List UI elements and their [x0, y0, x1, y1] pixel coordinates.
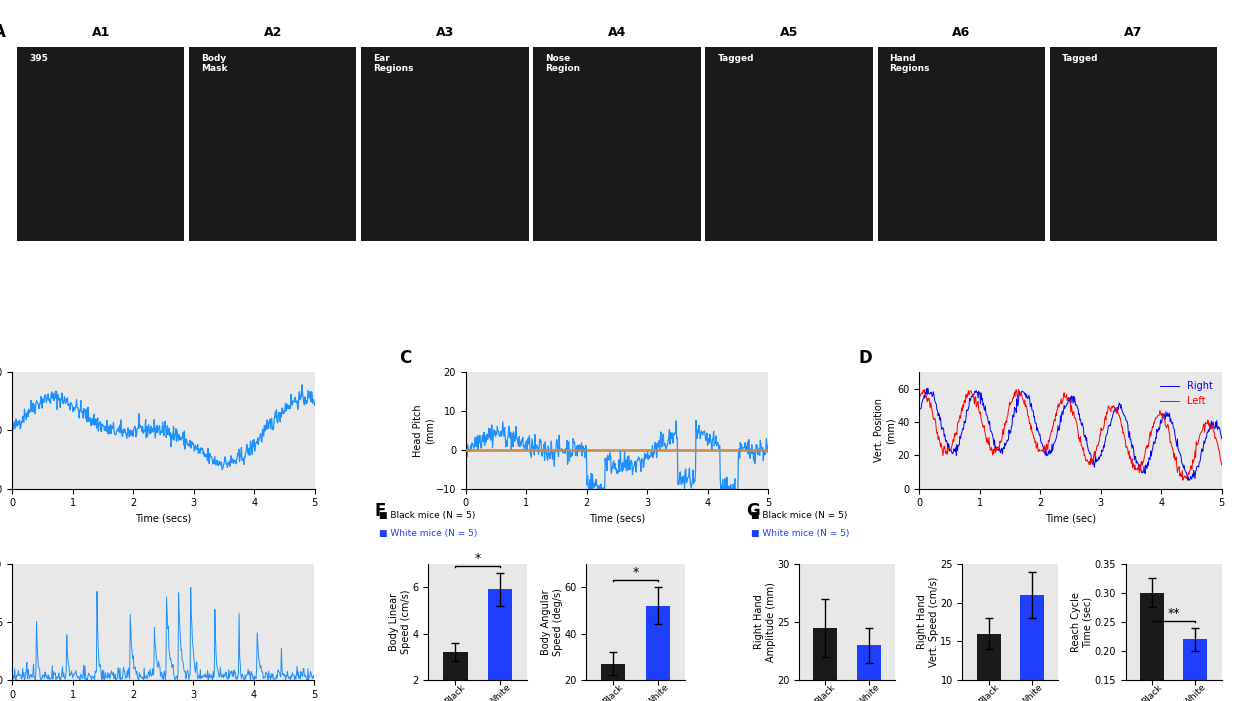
Text: Black: Black [443, 682, 468, 701]
Left [1176, 476, 1191, 484]
Text: 395: 395 [30, 54, 48, 63]
Bar [1050, 48, 1217, 240]
Text: D: D [859, 348, 872, 367]
Text: Black: Black [977, 682, 1001, 701]
Right [1181, 476, 1196, 484]
Text: Tagged: Tagged [717, 54, 754, 63]
Right [1214, 435, 1229, 443]
Y-axis label: Body Linear
Speed (cm/s): Body Linear Speed (cm/s) [390, 590, 411, 654]
Bar [1140, 593, 1164, 701]
Left [1160, 421, 1175, 429]
Text: ■ Black mice (N = 5): ■ Black mice (N = 5) [379, 511, 475, 520]
Right [1208, 418, 1223, 426]
Bar [858, 645, 881, 701]
Left [1012, 385, 1027, 393]
Left [1214, 461, 1229, 469]
Text: A4: A4 [608, 26, 626, 39]
Bar [17, 48, 184, 240]
Y-axis label: Head Pitch
(mm): Head Pitch (mm) [412, 404, 434, 457]
Text: A3: A3 [436, 26, 454, 39]
Text: White: White [645, 682, 670, 701]
Text: **: ** [1167, 606, 1180, 620]
Bar [813, 628, 838, 701]
Text: Nose
Region: Nose Region [545, 54, 581, 74]
Right [1092, 452, 1107, 461]
Text: White: White [856, 682, 881, 701]
Bar [976, 634, 1001, 701]
Right [921, 384, 935, 393]
Text: F: F [374, 502, 385, 520]
Text: Black: Black [1140, 682, 1164, 701]
Text: A7: A7 [1124, 26, 1143, 39]
Text: A: A [0, 23, 6, 41]
Bar [487, 590, 512, 701]
Y-axis label: Right Hand
Vert. Speed (cm/s): Right Hand Vert. Speed (cm/s) [917, 577, 939, 667]
Bar [189, 48, 357, 240]
Text: *: * [633, 566, 639, 579]
Text: A5: A5 [780, 26, 798, 39]
Text: A1: A1 [91, 26, 110, 39]
Right [1056, 406, 1071, 414]
Text: A2: A2 [264, 26, 283, 39]
Text: White: White [1019, 682, 1045, 701]
Right [1160, 409, 1175, 417]
Bar [877, 48, 1045, 240]
Text: ■ Black mice (N = 5): ■ Black mice (N = 5) [752, 511, 848, 520]
Y-axis label: Right Hand
Amplitude (mm): Right Hand Amplitude (mm) [754, 582, 776, 662]
Bar [533, 48, 701, 240]
Bar [706, 48, 872, 240]
Line: Left: Left [919, 389, 1222, 480]
X-axis label: Time (sec): Time (sec) [1045, 514, 1096, 524]
Text: ■ White mice (N = 5): ■ White mice (N = 5) [379, 529, 478, 538]
Y-axis label: Vert. Position
(mm): Vert. Position (mm) [874, 398, 896, 463]
Left [1208, 433, 1223, 442]
Bar [443, 652, 468, 701]
Text: White: White [1183, 682, 1208, 701]
Right [1058, 402, 1072, 411]
Bar [362, 48, 528, 240]
Left [1076, 444, 1091, 452]
Bar [1021, 595, 1044, 701]
Left [1058, 393, 1072, 402]
X-axis label: Time (secs): Time (secs) [589, 514, 645, 524]
Left [1056, 391, 1071, 400]
Text: *: * [475, 552, 481, 565]
Text: Black: Black [813, 682, 838, 701]
Left [1092, 430, 1107, 439]
Text: A6: A6 [951, 26, 970, 39]
Bar [601, 664, 626, 701]
X-axis label: Time (secs): Time (secs) [136, 514, 191, 524]
Text: C: C [400, 348, 412, 367]
Bar [1183, 639, 1208, 701]
Text: Black: Black [601, 682, 624, 701]
Text: Hand
Regions: Hand Regions [890, 54, 930, 74]
Legend: Right, Left: Right, Left [1156, 377, 1217, 410]
Text: Ear
Regions: Ear Regions [374, 54, 413, 74]
Text: White: White [487, 682, 512, 701]
Y-axis label: Reach Cycle
Time (sec): Reach Cycle Time (sec) [1071, 592, 1093, 652]
Y-axis label: Body Angular
Speed (deg/s): Body Angular Speed (deg/s) [542, 588, 563, 656]
Line: Right: Right [919, 388, 1222, 480]
Text: Tagged: Tagged [1061, 54, 1098, 63]
Text: Body
Mask: Body Mask [201, 54, 228, 74]
Text: ■ White mice (N = 5): ■ White mice (N = 5) [752, 529, 850, 538]
Bar [645, 606, 670, 701]
Right [1076, 426, 1091, 434]
Right [912, 406, 927, 414]
Left [912, 390, 927, 398]
Text: G: G [747, 502, 760, 520]
